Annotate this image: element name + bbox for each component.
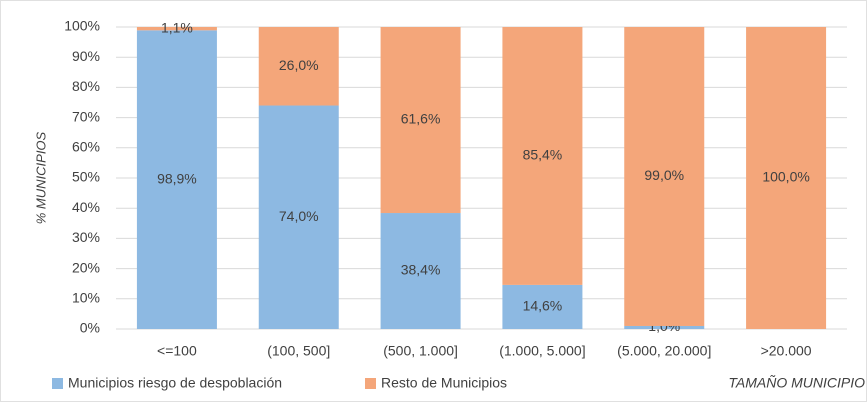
y-tick-label: 20% [72,259,100,275]
bar-segment [624,27,705,326]
data-label: 74,0% [279,208,319,224]
data-label: 61,6% [401,111,441,127]
legend-swatch [365,378,376,389]
y-tick-label: 90% [72,48,100,64]
bar-segment [136,27,217,31]
bar-segment [258,105,339,330]
bar-segment [746,27,827,329]
y-tick-label: 40% [72,199,100,215]
data-label: 100,0% [762,169,809,185]
x-axis-title: TAMAÑO MUNICIPIO [728,375,865,391]
data-label: 14,6% [523,298,563,314]
bar-segment [624,325,705,329]
x-tick-label: (5.000, 20.000] [617,343,711,359]
bar-segment [380,27,461,214]
y-tick-label: 30% [72,229,100,245]
bar-segment [258,27,339,106]
y-tick-label: 80% [72,78,100,94]
x-tick-label: (100, 500] [267,343,330,359]
data-label: 1,1% [161,19,193,35]
legend-label: Municipios riesgo de despoblación [68,375,282,391]
data-label: 26,0% [279,57,319,73]
data-label: 85,4% [523,147,563,163]
x-tick-label: (1.000, 5.000] [499,343,585,359]
data-label: 38,4% [401,262,441,278]
data-label: 99,0% [644,167,684,183]
y-tick-label: 70% [72,108,100,124]
y-tick-label: 50% [72,169,100,185]
x-tick-label: <=100 [157,343,197,359]
bar-segment [380,213,461,329]
y-tick-label: 0% [80,320,100,336]
y-axis-title: % MUNICIPIOS [33,131,48,224]
x-tick-label: (500, 1.000] [383,343,458,359]
bar-segment [136,30,217,330]
y-tick-label: 10% [72,290,100,306]
x-tick-label: >20.000 [761,343,812,359]
legend-swatch [52,378,63,389]
y-tick-label: 60% [72,139,100,155]
y-tick-label: 100% [64,18,100,34]
bar-segment [502,27,583,285]
data-label: 98,9% [157,170,197,186]
legend-label: Resto de Municipios [381,375,507,391]
bar-segment [502,284,583,329]
